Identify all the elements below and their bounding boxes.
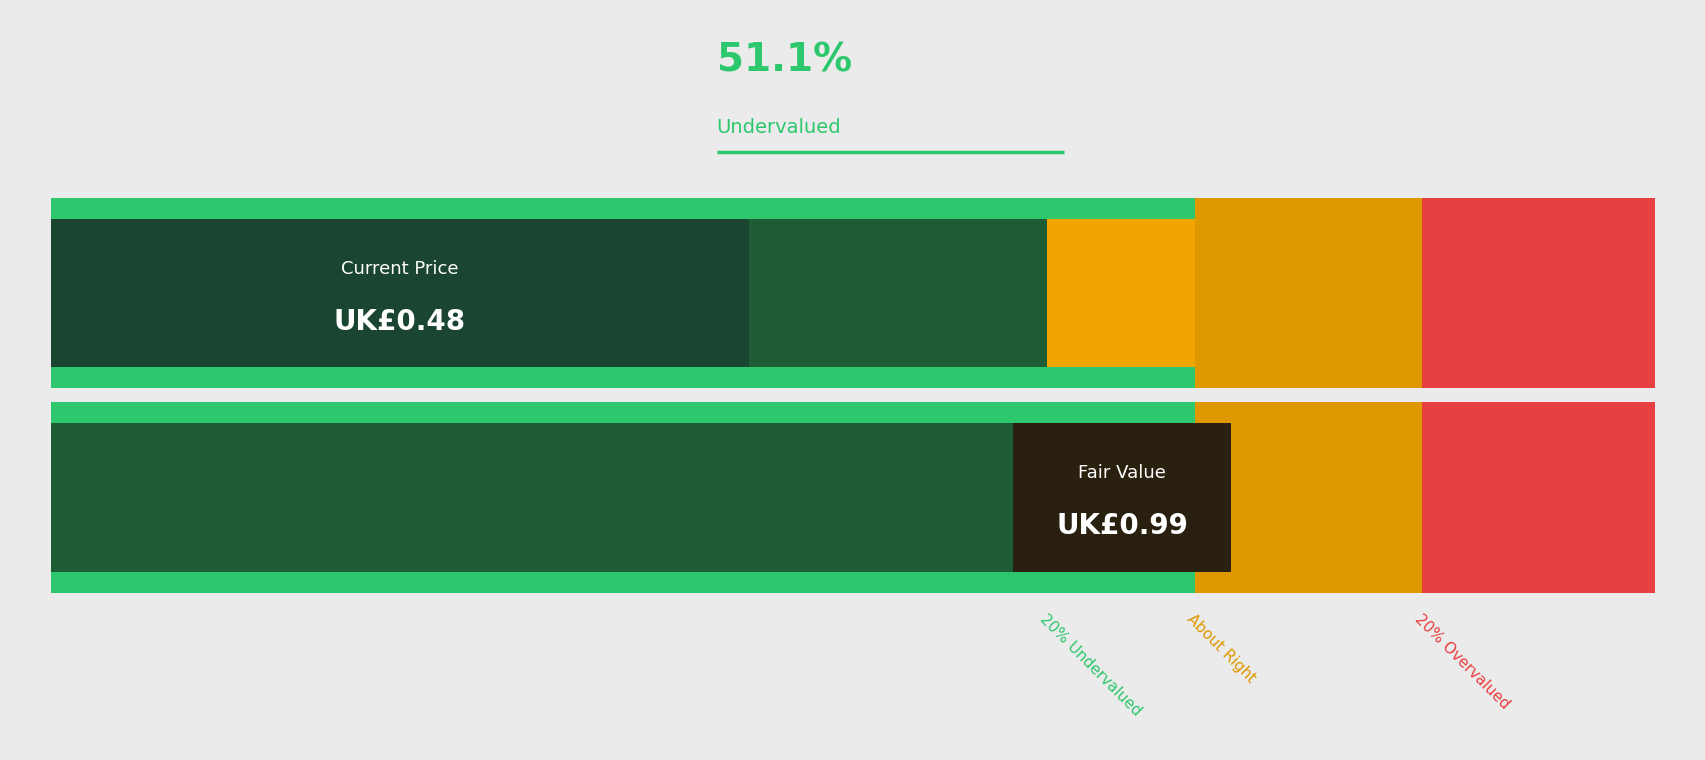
Text: UK£0.48: UK£0.48 xyxy=(334,308,465,336)
Text: 20% Undervalued: 20% Undervalued xyxy=(1037,612,1142,719)
Bar xyxy=(51,423,1047,572)
Bar xyxy=(1422,572,1654,593)
Bar xyxy=(51,367,1047,388)
Text: Undervalued: Undervalued xyxy=(716,118,841,137)
Bar xyxy=(1013,423,1231,572)
Text: UK£0.99: UK£0.99 xyxy=(1055,512,1187,540)
Bar xyxy=(1047,423,1193,572)
Text: Current Price: Current Price xyxy=(341,260,459,277)
Bar xyxy=(51,572,1047,593)
Bar xyxy=(1047,219,1193,367)
Bar xyxy=(51,219,748,367)
Bar xyxy=(1194,402,1422,423)
Bar xyxy=(1194,367,1422,388)
Bar xyxy=(1422,198,1654,219)
Bar xyxy=(1047,402,1193,423)
Bar xyxy=(1422,423,1654,572)
Bar xyxy=(1194,219,1422,367)
Bar xyxy=(1047,572,1193,593)
Bar xyxy=(1194,423,1422,572)
Text: 20% Overvalued: 20% Overvalued xyxy=(1410,612,1511,712)
Bar xyxy=(1422,219,1654,367)
Bar xyxy=(51,402,1047,423)
Bar xyxy=(1422,402,1654,423)
Text: Fair Value: Fair Value xyxy=(1078,464,1166,482)
Bar xyxy=(1047,367,1193,388)
Bar xyxy=(1194,198,1422,219)
Text: 51.1%: 51.1% xyxy=(716,42,851,80)
Text: About Right: About Right xyxy=(1183,612,1258,686)
Bar xyxy=(51,219,1047,367)
Bar xyxy=(1422,367,1654,388)
Bar xyxy=(51,198,1047,219)
Bar xyxy=(1047,198,1193,219)
Bar xyxy=(1194,572,1422,593)
